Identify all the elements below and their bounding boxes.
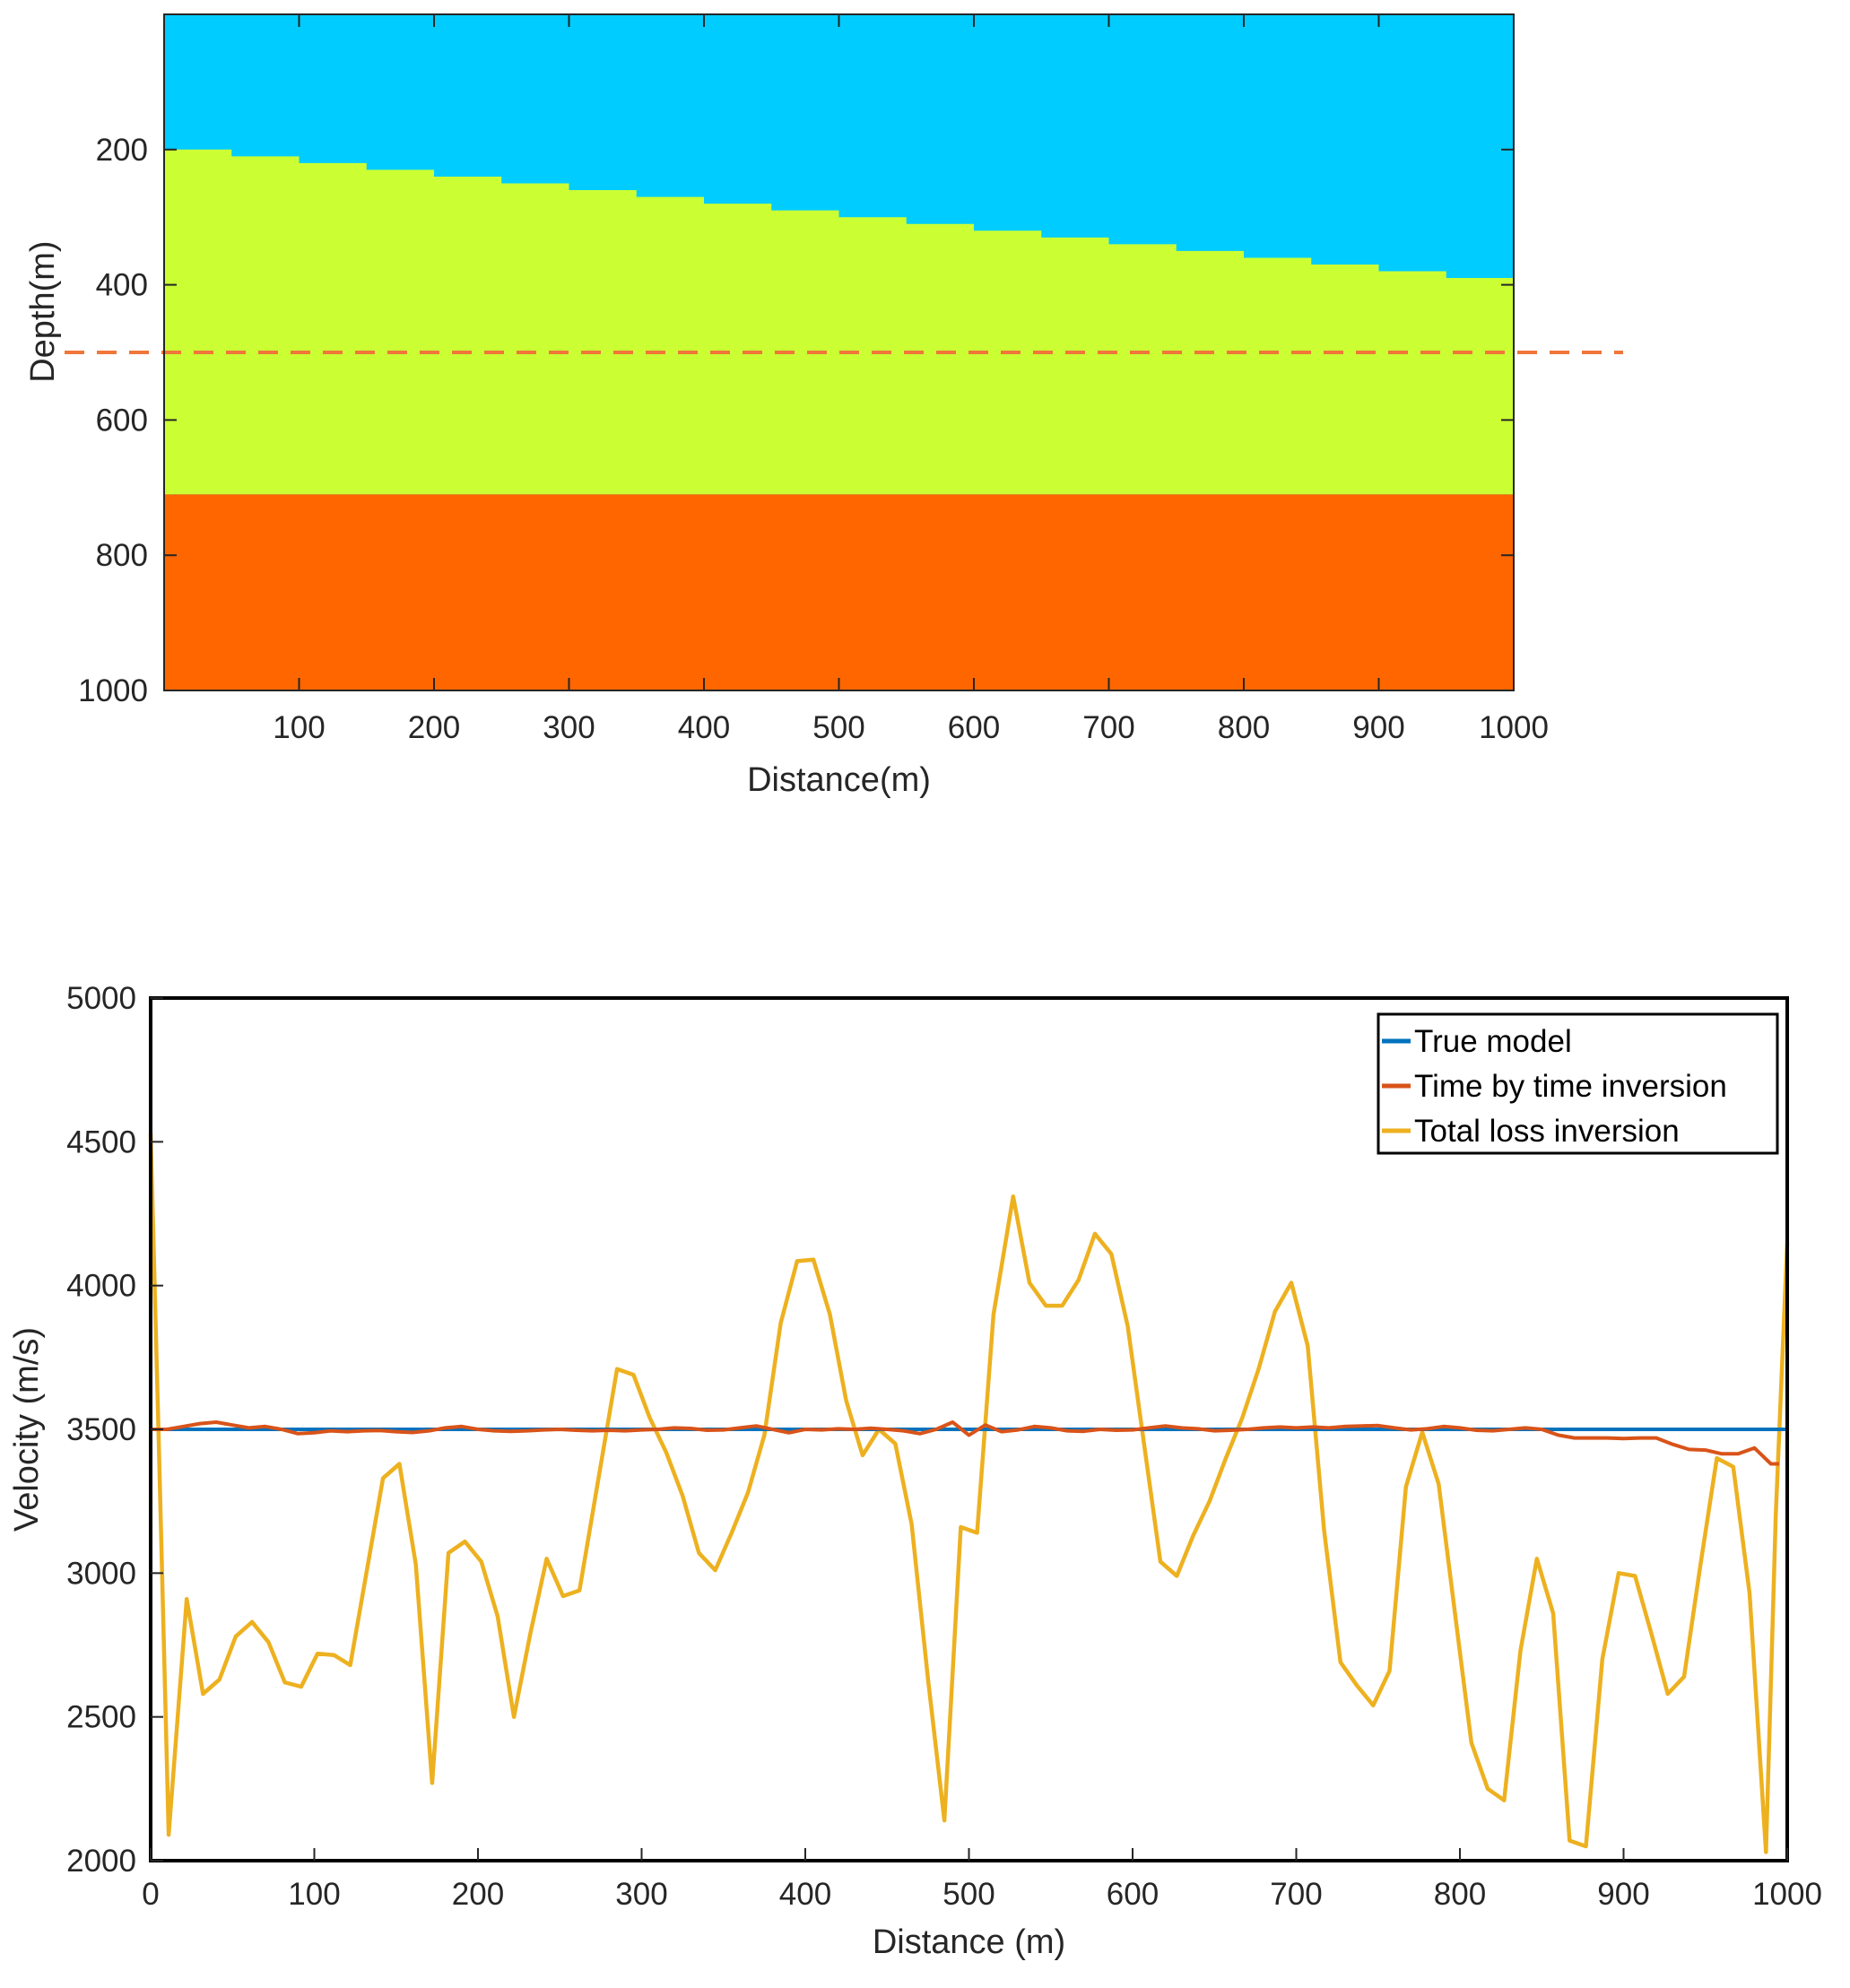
y-tick-label: 400	[96, 268, 148, 303]
legend: True model Time by time inversion Total lo…	[1377, 1012, 1779, 1155]
x-tick-label: 200	[452, 1877, 504, 1912]
velocity-panel: 0 100 200 300 400 500 600 700 800 900 1000 2000 250…	[8, 981, 1822, 1961]
y-tick-label: 800	[96, 538, 148, 573]
bottom-y-axis-title: Velocity (m/s)	[8, 1327, 46, 1532]
layer-2	[164, 149, 1514, 495]
y-tick-label: 2000	[66, 1844, 136, 1879]
bottom-y-axis: 2000 2500 3000 3500 4000 4500 5000	[66, 981, 163, 1879]
x-tick-label: 0	[142, 1877, 159, 1912]
x-tick-label: 1000	[1479, 710, 1549, 745]
y-tick-label: 4000	[66, 1269, 136, 1304]
x-tick-label: 100	[288, 1877, 340, 1912]
x-tick-label: 700	[1082, 710, 1134, 745]
x-tick-label: 1000	[1752, 1877, 1822, 1912]
y-tick-label: 4500	[66, 1124, 136, 1159]
top-y-axis: 200 400 600 800 1000	[78, 133, 1514, 708]
series-line-3	[148, 1133, 1790, 1854]
x-tick-label: 100	[273, 710, 325, 745]
x-tick-label: 900	[1352, 710, 1404, 745]
legend-label: Total loss inversion	[1414, 1114, 1680, 1149]
x-tick-label: 300	[543, 710, 595, 745]
x-tick-label: 800	[1218, 710, 1270, 745]
depth-model-panel: 100 200 300 400 500 600 700 800 900 1000 200 400 60…	[24, 13, 1623, 799]
x-tick-label: 500	[942, 1877, 994, 1912]
bottom-x-axis: 0 100 200 300 400 500 600 700 800 900 1000	[142, 1848, 1822, 1912]
x-tick-label: 700	[1270, 1877, 1322, 1912]
bottom-x-axis-title: Distance (m)	[873, 1923, 1065, 1961]
layer-3	[164, 494, 1514, 690]
top-y-axis-title: Depth(m)	[24, 240, 62, 382]
x-tick-label: 800	[1434, 1877, 1486, 1912]
top-x-axis: 100 200 300 400 500 600 700 800 900 1000	[273, 14, 1549, 745]
legend-label: Time by time inversion	[1414, 1069, 1727, 1104]
x-tick-label: 200	[408, 710, 460, 745]
x-tick-label: 900	[1597, 1877, 1649, 1912]
x-tick-label: 300	[615, 1877, 667, 1912]
x-tick-label: 600	[948, 710, 1000, 745]
y-tick-label: 3000	[66, 1556, 136, 1591]
x-tick-label: 400	[678, 710, 730, 745]
y-tick-label: 3500	[66, 1412, 136, 1447]
top-x-axis-title: Distance(m)	[747, 761, 931, 799]
x-tick-label: 600	[1107, 1877, 1159, 1912]
y-tick-label: 200	[96, 133, 148, 168]
y-tick-label: 600	[96, 403, 148, 438]
model-layers	[164, 14, 1514, 690]
y-tick-label: 1000	[78, 673, 148, 708]
x-tick-label: 400	[779, 1877, 831, 1912]
legend-box	[1377, 1012, 1779, 1155]
velocity-series	[148, 1133, 1790, 1854]
x-tick-label: 500	[812, 710, 864, 745]
y-tick-label: 2500	[66, 1700, 136, 1735]
series-line-2	[151, 1420, 1779, 1466]
y-tick-label: 5000	[66, 981, 136, 1016]
legend-label: True model	[1414, 1024, 1572, 1059]
